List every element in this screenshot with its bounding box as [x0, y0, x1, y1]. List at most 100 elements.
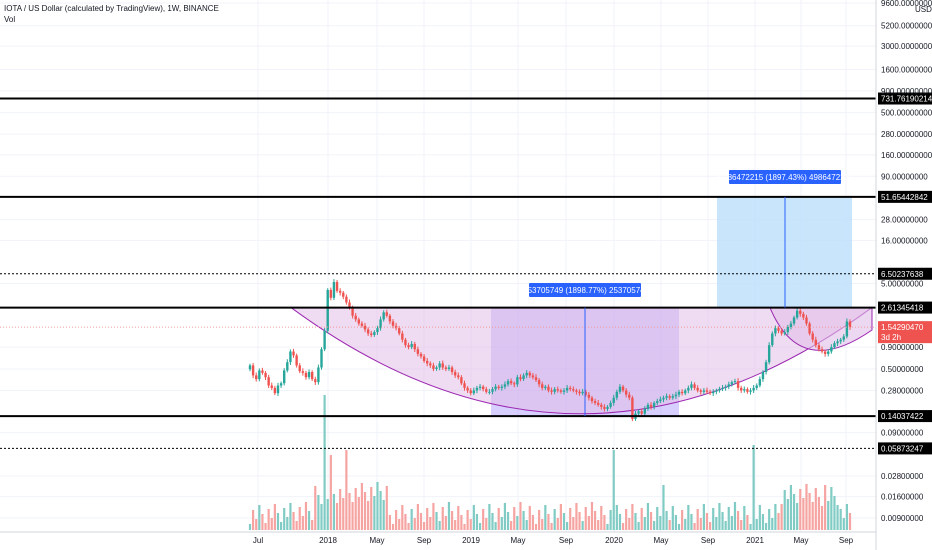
volume-bar-61 [438, 521, 441, 530]
volume-bar-147 [705, 513, 709, 530]
candle-body-137 [674, 394, 678, 397]
candle-body-150 [715, 390, 718, 392]
candle-body-144 [696, 387, 699, 391]
volume-bar-16 [298, 507, 301, 530]
time-tick-1: 2018 [319, 536, 337, 545]
volume-bar-15 [295, 521, 298, 530]
volume-bar-50 [404, 514, 407, 530]
volume-bar-170 [777, 513, 780, 530]
volume-bar-84 [510, 521, 513, 530]
volume-bar-23 [320, 504, 323, 530]
volume-bar-126 [640, 508, 643, 530]
time-axis[interactable]: Jul 2018 May Sep 2019 May Sep 2020 May Sep 2021 May… [0, 531, 876, 545]
volume-bar-80 [497, 508, 500, 530]
candle-body-34 [354, 315, 357, 320]
candle-body-160 [746, 389, 749, 392]
candle-body-128 [646, 404, 650, 409]
volume-bar-192 [845, 504, 848, 530]
volume-bar-51 [407, 523, 410, 530]
volume-bar-112 [597, 520, 600, 530]
volume-bar-56 [422, 522, 426, 530]
volume-bar-35 [357, 497, 360, 530]
candle-body-7 [270, 385, 273, 388]
candle-body-121 [624, 390, 628, 395]
volume-bar-115 [606, 524, 609, 530]
volume-bar-117 [612, 450, 615, 530]
volume-bar-167 [768, 509, 771, 530]
volume-bar-77 [488, 504, 491, 530]
volume-bar-156 [733, 502, 737, 530]
volume-bar-76 [485, 518, 488, 530]
volume-bar-123 [631, 504, 634, 530]
candle-body-172 [783, 332, 786, 334]
price-tick-17: 0.01600000 [881, 493, 924, 502]
candle-body-193 [848, 321, 852, 328]
candle-body-60 [435, 367, 438, 369]
horizontal-levels[interactable]: 731.76190214 51.65442842 6.50237638 2.61345… [0, 92, 932, 455]
price-tick-4: 900.00000000 [881, 87, 932, 96]
volume-bars [248, 395, 852, 530]
candle-body-145 [699, 390, 702, 392]
candle-body-36 [360, 323, 364, 326]
volume-bar-154 [727, 507, 730, 530]
candle-body-190 [839, 339, 842, 342]
volume-bar-96 [547, 514, 550, 530]
volume-bar-159 [743, 506, 746, 530]
candle-body-67 [457, 375, 460, 378]
volume-bar-11 [283, 508, 286, 530]
candle-body-70 [466, 387, 469, 391]
measure-label-2: 49.86472215 (1897.43%) 4986472215 [716, 173, 854, 182]
candle-body-178 [802, 313, 805, 318]
volume-bar-124 [634, 513, 637, 530]
candle-body-57 [426, 360, 429, 364]
volume-bar-1 [252, 510, 255, 530]
candle-body-97 [550, 390, 553, 392]
volume-bar-83 [506, 512, 510, 530]
candle-body-18 [304, 372, 308, 378]
volume-bar-158 [740, 520, 743, 530]
candle-body-81 [500, 386, 504, 388]
candle-body-166 [764, 362, 768, 373]
time-tick-7: 2020 [605, 536, 623, 545]
candle-body-9 [276, 385, 280, 394]
candle-body-149 [712, 391, 715, 394]
candle-body-108 [584, 391, 587, 395]
volume-bar-94 [541, 519, 544, 530]
volume-bar-71 [469, 519, 472, 530]
candle-body-98 [553, 389, 556, 392]
candle-body-31 [345, 296, 348, 303]
candle-body-180 [808, 323, 811, 334]
candle-body-171 [780, 330, 783, 334]
volume-bar-48 [398, 519, 401, 530]
volume-bar-110 [590, 502, 594, 530]
candle-body-174 [789, 323, 793, 327]
volume-bar-103 [569, 508, 572, 530]
price-axis[interactable]: 9600.00000000 5200.00000000 3000.00000000 1… [875, 0, 932, 550]
candle-body-30 [342, 292, 345, 297]
candle-body-126 [640, 411, 643, 414]
volume-bar-2 [255, 519, 258, 530]
volume-bar-187 [830, 487, 833, 530]
candle-body-117 [612, 397, 615, 403]
candle-body-185 [823, 351, 827, 354]
time-tick-5: May [510, 536, 525, 545]
volume-bar-132 [659, 516, 662, 530]
candle-body-65 [450, 367, 454, 373]
candle-body-132 [659, 399, 662, 402]
candle-body-77 [488, 391, 491, 393]
candle-body-25 [326, 289, 329, 331]
level-label-5: 0.05873247 [881, 444, 924, 453]
volume-bar-190 [839, 509, 842, 530]
price-tick-11: 5.00000000 [881, 280, 924, 289]
price-tick-15: 0.09000000 [881, 429, 924, 438]
candle-body-83 [506, 381, 510, 385]
volume-bar-168 [771, 518, 774, 530]
level-label-4: 0.14037422 [881, 412, 924, 421]
level-label-2: 6.50237638 [881, 270, 924, 279]
volume-bar-161 [749, 524, 752, 530]
candle-body-158 [739, 387, 743, 391]
candle-body-41 [376, 328, 379, 333]
price-tick-9: 28.00000000 [881, 216, 928, 225]
volume-bar-29 [339, 489, 342, 530]
